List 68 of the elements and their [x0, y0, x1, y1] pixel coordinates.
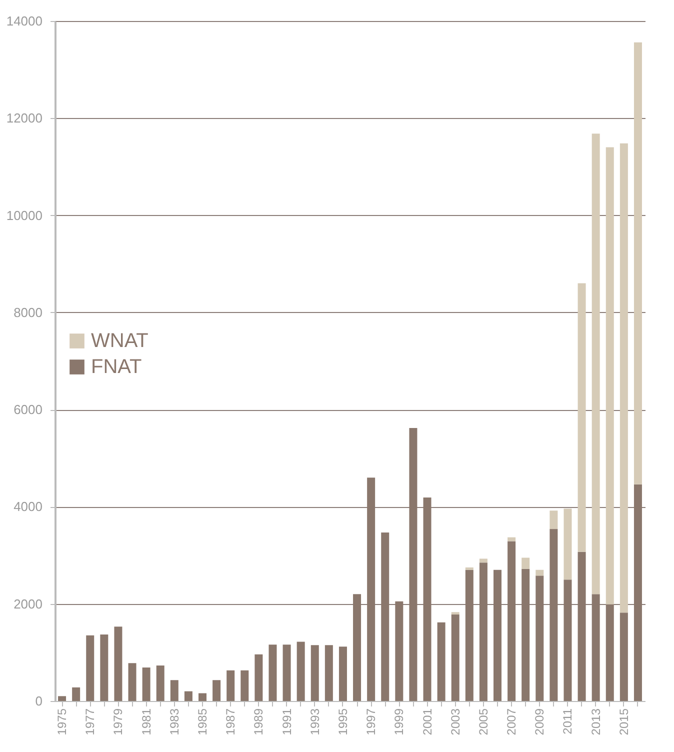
bar [114, 626, 122, 701]
x-tick-label: 2013 [588, 708, 603, 736]
bar [451, 612, 460, 615]
y-tick-label: 10000 [6, 208, 42, 223]
x-tick-label: 2005 [476, 708, 490, 736]
x-tick-label: 2003 [448, 708, 462, 736]
y-tick-label: 8000 [14, 304, 42, 320]
bar [536, 570, 544, 576]
y-tick-label: 6000 [14, 402, 42, 418]
bar [578, 283, 586, 552]
bar [100, 634, 108, 701]
bar [128, 663, 136, 701]
legend-label: FNAT [91, 356, 142, 378]
bar [564, 508, 572, 580]
bar [634, 42, 642, 484]
bar [170, 680, 178, 701]
bar [226, 670, 235, 701]
bar [156, 666, 164, 701]
x-tick-label: 1997 [364, 708, 378, 736]
bar [479, 558, 488, 563]
bar [212, 680, 221, 701]
bar [508, 537, 516, 542]
x-tick-label: 2015 [616, 708, 631, 736]
bar [198, 693, 206, 701]
bar [522, 558, 530, 569]
bar [86, 635, 94, 701]
x-tick-label: 2007 [504, 708, 519, 736]
x-tick-label: 2009 [532, 708, 547, 736]
bar [72, 687, 80, 701]
x-tick-label: 2001 [420, 708, 434, 736]
x-tick-label: 1981 [139, 708, 154, 736]
bar [310, 645, 319, 701]
bar [550, 510, 558, 530]
bar [142, 667, 150, 701]
x-tick-label: 1985 [196, 708, 210, 736]
bar [437, 622, 446, 701]
bar [338, 646, 347, 701]
x-tick-label: 1991 [280, 708, 294, 736]
x-tick-label: 1995 [336, 708, 350, 736]
y-tick-label: 14000 [6, 14, 42, 28]
x-tick-label: 1987 [224, 708, 238, 736]
bar [465, 567, 474, 570]
legend-label: WNAT [91, 330, 148, 352]
x-tick-label: 2011 [560, 708, 575, 734]
bar [184, 691, 192, 701]
bar [240, 670, 249, 701]
bar [324, 645, 333, 701]
x-tick-label: 1993 [308, 708, 322, 736]
x-tick-label: 1999 [392, 708, 406, 736]
x-tick-label: 1975 [55, 708, 70, 736]
x-tick-label: 1989 [252, 708, 266, 736]
bar [606, 147, 614, 604]
bar [282, 644, 291, 701]
bar [451, 614, 460, 701]
bar [58, 696, 66, 701]
x-tick-label: 1983 [167, 708, 182, 736]
y-tick-label: 0 [35, 694, 42, 708]
bar [620, 143, 628, 613]
bar [592, 134, 600, 594]
x-tick-label: 1977 [83, 708, 98, 736]
bar [268, 644, 277, 701]
y-tick-label: 4000 [14, 499, 42, 514]
bar [296, 642, 305, 701]
bar [254, 654, 263, 701]
y-tick-label: 12000 [6, 110, 42, 126]
y-tick-label: 2000 [14, 596, 42, 612]
x-tick-label: 1979 [111, 708, 126, 736]
bar [620, 612, 628, 701]
